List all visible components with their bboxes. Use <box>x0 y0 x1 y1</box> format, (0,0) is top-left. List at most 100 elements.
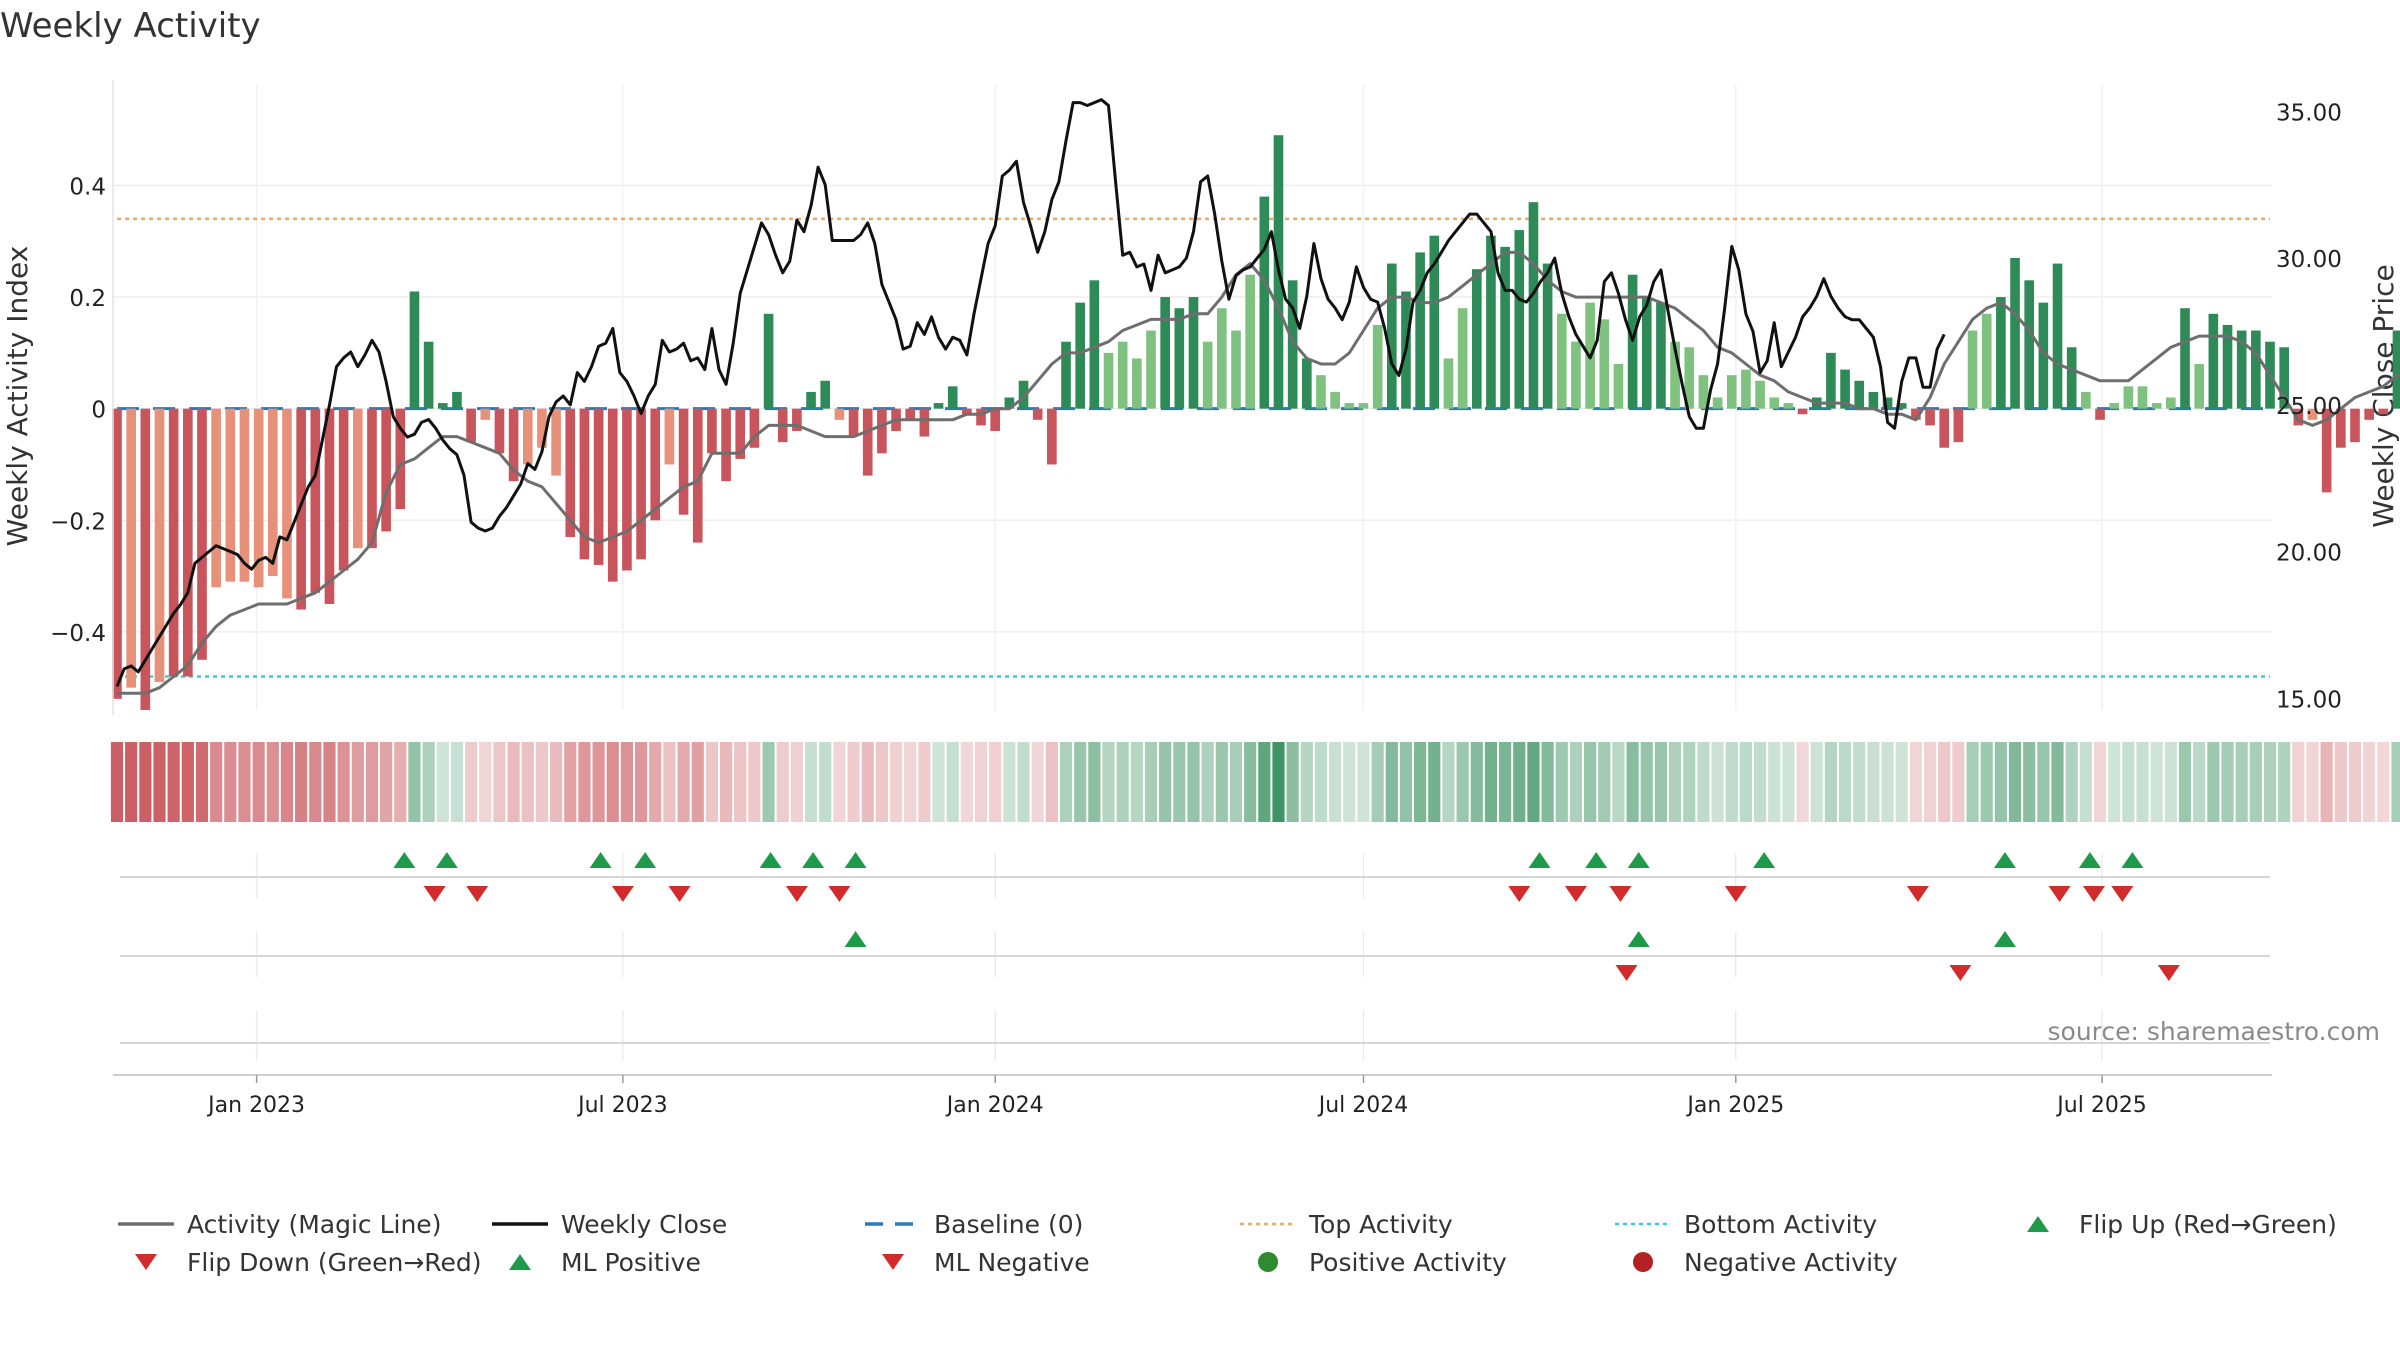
heat-cell <box>2292 742 2305 822</box>
heat-cell <box>2193 742 2206 822</box>
heat-cell <box>1853 742 1866 822</box>
activity-bar <box>1967 330 1978 409</box>
heat-cell <box>1428 742 1441 822</box>
activity-bar <box>1528 202 1539 409</box>
activity-bar <box>990 408 1001 431</box>
activity-bar <box>1854 380 1865 409</box>
heat-cell <box>1456 742 1469 822</box>
y-tick-label: 0 <box>91 398 106 424</box>
heat-cell <box>535 742 549 822</box>
magic-line-series <box>117 250 2400 695</box>
activity-bar <box>1018 380 1029 409</box>
heat-cell <box>1159 742 1172 822</box>
y-right-tick-label: 15.00 <box>2276 687 2342 713</box>
heat-cell <box>932 742 945 822</box>
up-marker <box>802 852 825 868</box>
heat-cell <box>691 742 704 822</box>
heat-cell <box>1923 742 1937 822</box>
heat-cell <box>1640 742 1653 822</box>
activity-bar <box>1231 330 1241 409</box>
activity-bar <box>1726 375 1737 409</box>
activity-bar <box>905 408 916 420</box>
heat-cell <box>1201 742 1214 822</box>
up-marker <box>1627 852 1650 868</box>
activity-bar <box>1826 352 1836 409</box>
activity-bar <box>636 408 646 560</box>
heat-cell <box>748 742 761 822</box>
heat-cell <box>875 742 888 822</box>
up-marker <box>844 852 867 868</box>
activity-bar <box>2392 330 2400 409</box>
heat-cell <box>1003 742 1016 822</box>
heat-cell <box>521 742 534 822</box>
heat-cell <box>1980 742 1993 822</box>
heat-cell <box>493 742 506 822</box>
heat-cell <box>1144 742 1158 822</box>
activity-bar <box>551 408 561 476</box>
heat-cell <box>1300 742 1313 822</box>
heat-cell <box>365 742 379 822</box>
x-tick-label: Jul 2025 <box>2055 1093 2147 1118</box>
heat-cell <box>380 742 393 822</box>
heat-cell <box>2278 742 2291 822</box>
heat-cell <box>889 742 903 822</box>
heat-cell <box>819 742 832 822</box>
activity-bar <box>480 408 491 420</box>
activity-bar <box>650 408 661 521</box>
activity-bar <box>820 380 831 409</box>
heat-cell <box>195 742 209 822</box>
down-marker <box>1724 886 1747 902</box>
activity-bar <box>2052 263 2063 409</box>
activity-bar <box>834 408 845 420</box>
signal-markers <box>393 852 2180 981</box>
axes: 0.4 0.2 0 −0.2 −0.4 35.00 30.00 25.00 20.00 15.00 <box>50 80 2342 715</box>
heat-cell <box>1768 742 1781 822</box>
heat-cell <box>1314 742 1328 822</box>
heat-cell <box>2079 742 2092 822</box>
heat-cell <box>1527 742 1540 822</box>
heat-cell <box>1895 742 1908 822</box>
activity-bar <box>1032 408 1043 420</box>
heat-cell <box>394 742 407 822</box>
heat-cell <box>946 742 959 822</box>
heat-cell <box>1782 742 1795 822</box>
x-tick-label: Jul 2024 <box>1317 1093 1409 1118</box>
heat-cell <box>1385 742 1398 822</box>
activity-bar <box>183 408 193 677</box>
heat-cell <box>1173 742 1186 822</box>
down-marker <box>785 886 808 902</box>
activity-bar <box>1301 358 1312 409</box>
activity-bar <box>126 408 136 688</box>
heat-cell <box>422 742 435 822</box>
heat-cell <box>606 742 619 822</box>
activity-bar <box>2081 391 2091 409</box>
activity-bar <box>1925 408 1935 426</box>
activity-bar <box>537 408 547 448</box>
source-label: source: sharemaestro.com <box>2048 1017 2381 1046</box>
legend-label: Top Activity <box>1308 1210 1453 1239</box>
heat-cell <box>1244 742 1257 822</box>
chart-title: Weekly Activity <box>0 6 261 46</box>
heat-cell <box>1711 742 1724 822</box>
activity-bar <box>1769 397 1780 409</box>
down-marker <box>1609 886 1632 902</box>
heat-cell <box>2023 742 2036 822</box>
heat-cell <box>1215 742 1228 822</box>
activity-bar <box>154 408 165 683</box>
activity-bar <box>282 408 292 599</box>
down-marker <box>611 886 634 902</box>
heat-cell <box>1484 742 1498 822</box>
up-marker <box>1528 852 1551 868</box>
activity-bar <box>919 408 930 437</box>
heat-cell <box>2093 742 2107 822</box>
heat-cell <box>1838 742 1852 822</box>
heat-cell <box>2377 742 2390 822</box>
activity-bar <box>1613 364 1624 409</box>
heat-cell <box>309 742 322 822</box>
series-lines <box>115 98 2400 695</box>
activity-bar <box>678 408 689 515</box>
legend-swatch-triangle-down <box>882 1254 904 1270</box>
activity-bar <box>1939 408 1950 448</box>
heat-cell <box>507 742 520 822</box>
